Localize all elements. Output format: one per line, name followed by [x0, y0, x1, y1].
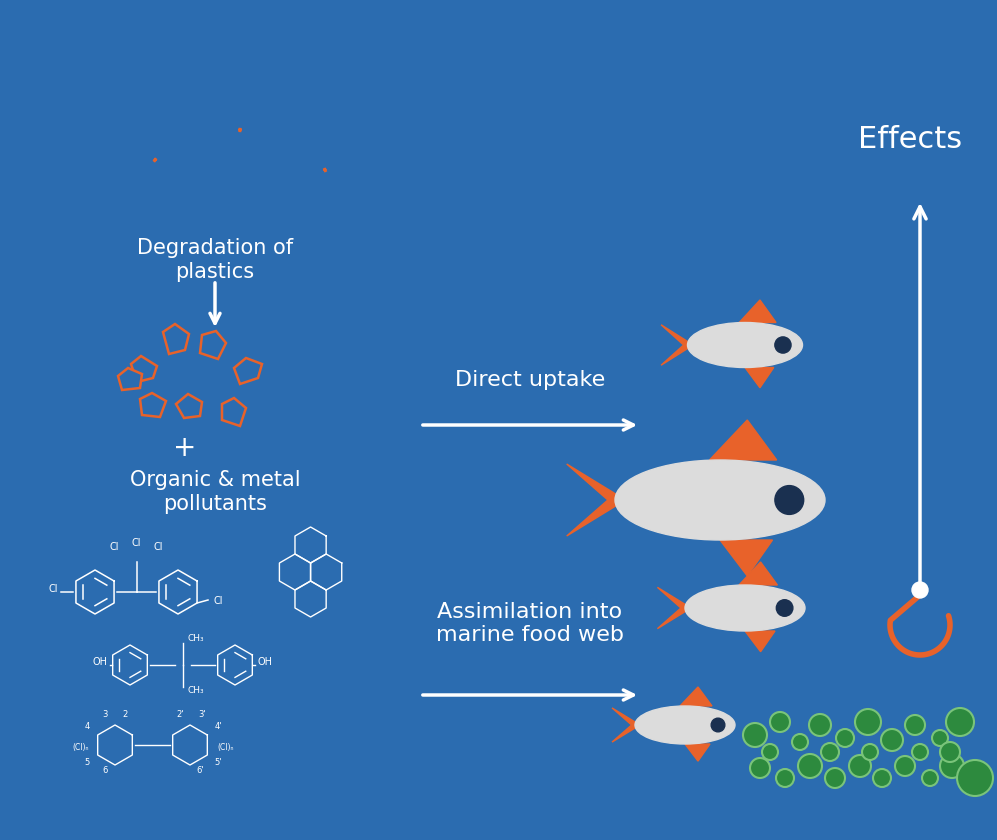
Polygon shape: [131, 356, 157, 382]
Text: Assimilation into
marine food web: Assimilation into marine food web: [436, 601, 624, 645]
Circle shape: [855, 709, 881, 735]
Circle shape: [932, 730, 948, 746]
Polygon shape: [118, 368, 142, 390]
Text: 3': 3': [198, 710, 205, 719]
Polygon shape: [200, 331, 226, 359]
Text: +: +: [173, 434, 196, 462]
Text: 2: 2: [123, 710, 128, 719]
Polygon shape: [745, 631, 775, 652]
Ellipse shape: [615, 460, 825, 540]
Circle shape: [770, 712, 790, 732]
Circle shape: [775, 486, 804, 514]
Circle shape: [940, 754, 964, 778]
Polygon shape: [720, 540, 773, 576]
Circle shape: [711, 718, 725, 732]
Circle shape: [775, 337, 791, 353]
Text: (Cl)ₙ: (Cl)ₙ: [217, 743, 234, 752]
Polygon shape: [163, 324, 189, 354]
Text: (Cl)ₙ: (Cl)ₙ: [73, 743, 90, 752]
Text: 5: 5: [85, 758, 90, 767]
Text: 6': 6': [196, 766, 203, 775]
Text: Cl: Cl: [48, 584, 58, 594]
Polygon shape: [739, 300, 776, 323]
Circle shape: [873, 769, 891, 787]
Circle shape: [821, 743, 839, 761]
Ellipse shape: [685, 585, 805, 631]
Circle shape: [836, 729, 854, 747]
Text: Cl: Cl: [213, 596, 222, 606]
Circle shape: [750, 758, 770, 778]
Text: 4': 4': [214, 722, 221, 731]
Text: Effects: Effects: [858, 125, 962, 155]
Text: Cl: Cl: [132, 538, 142, 548]
Polygon shape: [176, 394, 202, 418]
Text: Cl: Cl: [110, 542, 120, 552]
Polygon shape: [661, 325, 693, 365]
Circle shape: [777, 600, 793, 617]
Polygon shape: [234, 358, 262, 384]
Text: CH₃: CH₃: [187, 686, 204, 695]
Circle shape: [792, 734, 808, 750]
Circle shape: [957, 760, 993, 796]
Polygon shape: [657, 587, 691, 628]
Polygon shape: [222, 398, 246, 426]
Polygon shape: [745, 368, 774, 388]
Circle shape: [946, 708, 974, 736]
Text: OH: OH: [257, 657, 272, 667]
Text: Direct uptake: Direct uptake: [455, 370, 605, 390]
Polygon shape: [739, 562, 778, 585]
Polygon shape: [612, 708, 640, 742]
Text: 3: 3: [103, 710, 108, 719]
Circle shape: [881, 729, 903, 751]
Text: 2': 2': [176, 710, 183, 719]
Text: CH₃: CH₃: [187, 634, 204, 643]
Circle shape: [905, 715, 925, 735]
Circle shape: [825, 768, 845, 788]
Ellipse shape: [635, 706, 735, 744]
Text: Degradation of
plastics: Degradation of plastics: [137, 239, 293, 281]
Text: 4: 4: [85, 722, 90, 731]
Text: Cl: Cl: [154, 542, 164, 552]
Circle shape: [809, 714, 831, 736]
Polygon shape: [566, 464, 625, 536]
Polygon shape: [680, 687, 712, 706]
Ellipse shape: [688, 323, 803, 368]
Circle shape: [762, 744, 778, 760]
Polygon shape: [140, 393, 166, 417]
Text: 5': 5': [214, 758, 221, 767]
Circle shape: [895, 756, 915, 776]
Circle shape: [798, 754, 822, 778]
Polygon shape: [710, 420, 777, 460]
Text: OH: OH: [93, 657, 108, 667]
Circle shape: [912, 744, 928, 760]
Polygon shape: [685, 744, 710, 761]
Circle shape: [862, 744, 878, 760]
Text: 6: 6: [103, 766, 108, 775]
Circle shape: [743, 723, 767, 747]
Circle shape: [849, 755, 871, 777]
Text: Organic & metal
pollutants: Organic & metal pollutants: [130, 470, 300, 513]
Circle shape: [912, 582, 928, 598]
Circle shape: [940, 742, 960, 762]
Circle shape: [922, 770, 938, 786]
Circle shape: [776, 769, 794, 787]
